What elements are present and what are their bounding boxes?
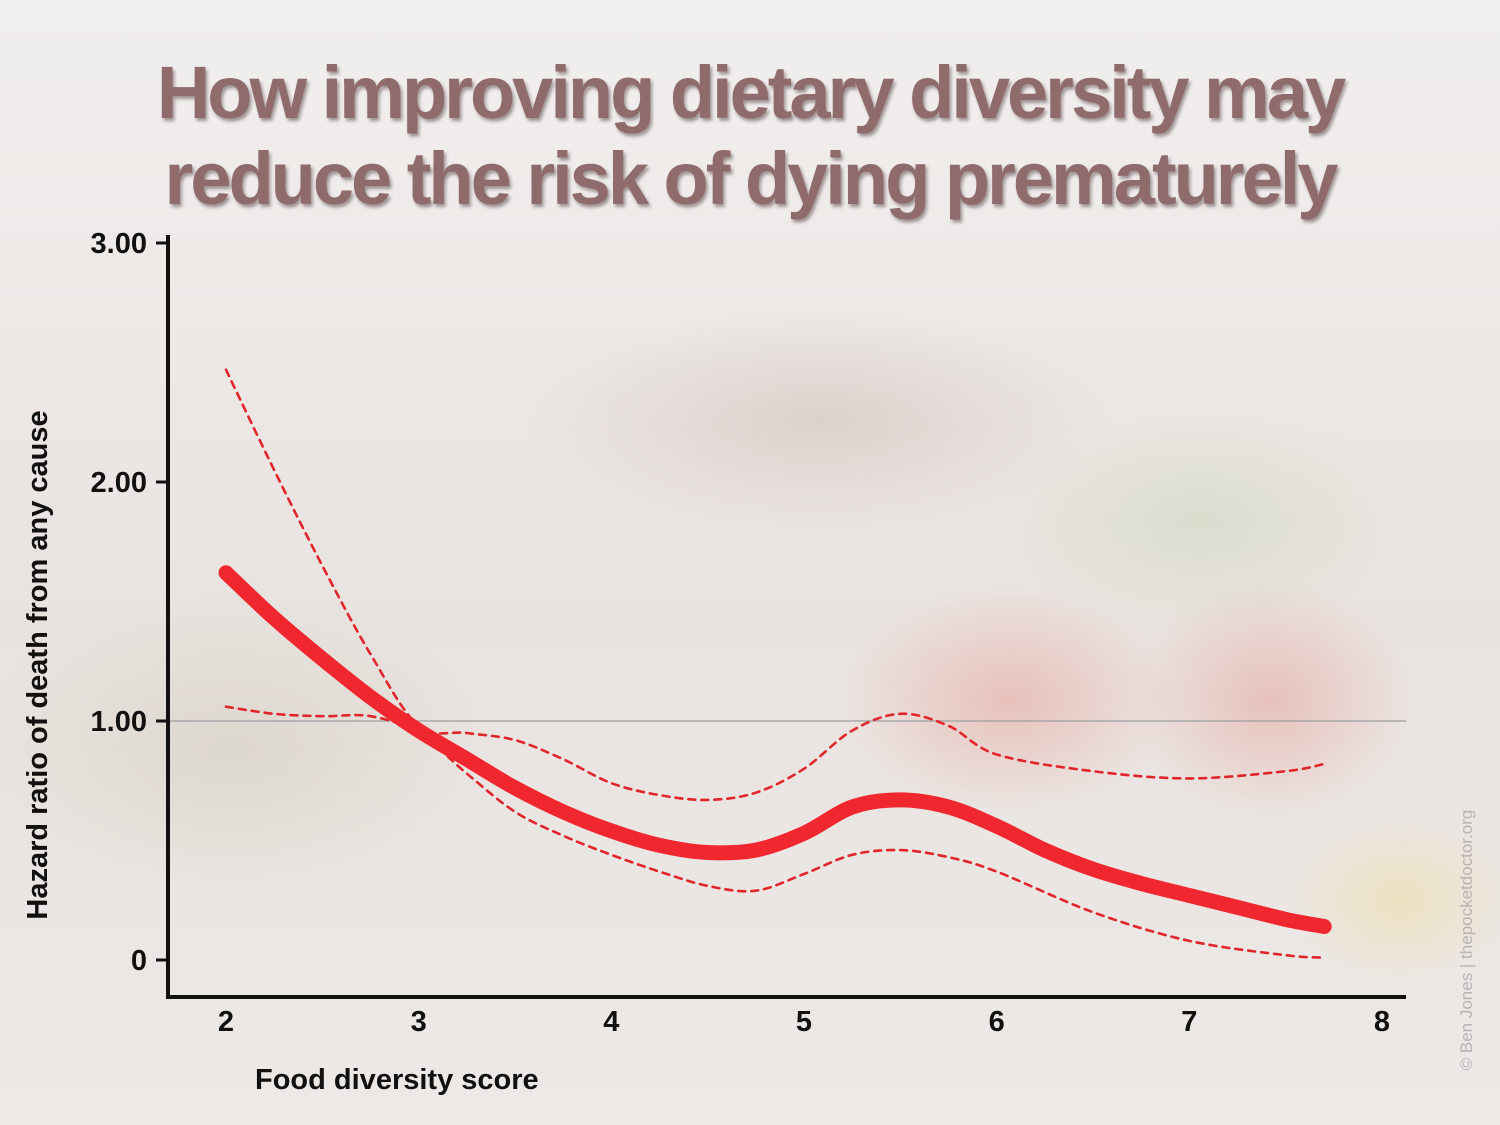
credit-text: © Ben Jones | thepocketdoctor.org (1457, 810, 1476, 1071)
y-tick-label: 3.00 (91, 228, 147, 260)
y-tick-label: 2.00 (91, 467, 147, 499)
x-tick-label: 8 (1374, 1006, 1390, 1038)
chart-title-line-1: How improving dietary diversity may (156, 51, 1346, 134)
y-axis-title: Hazard ratio of death from any cause (22, 410, 54, 919)
x-tick-label: 5 (796, 1006, 812, 1038)
plot-area (170, 368, 1406, 959)
x-axis-title: Food diversity score (255, 1064, 539, 1096)
x-tick-label: 4 (603, 1006, 619, 1038)
estimate-line (218, 565, 1332, 934)
x-tick-label: 3 (411, 1006, 427, 1038)
x-axis-ticks: 2 3 4 5 6 7 8 (218, 1006, 1390, 1038)
x-tick-label: 6 (989, 1006, 1005, 1038)
y-axis-ticks: 0 1.00 2.00 3.00 (91, 228, 168, 977)
y-tick-label: 1.00 (91, 706, 147, 738)
lower-ci-line (224, 705, 1326, 959)
upper-ci-line (224, 368, 1326, 802)
x-tick-label: 7 (1181, 1006, 1197, 1038)
y-tick-label: 0 (131, 945, 147, 977)
chart-title: How improving dietary diversity may redu… (0, 50, 1500, 222)
chart-title-line-2: reduce the risk of dying prematurely (164, 137, 1339, 220)
x-tick-label: 2 (218, 1006, 234, 1038)
